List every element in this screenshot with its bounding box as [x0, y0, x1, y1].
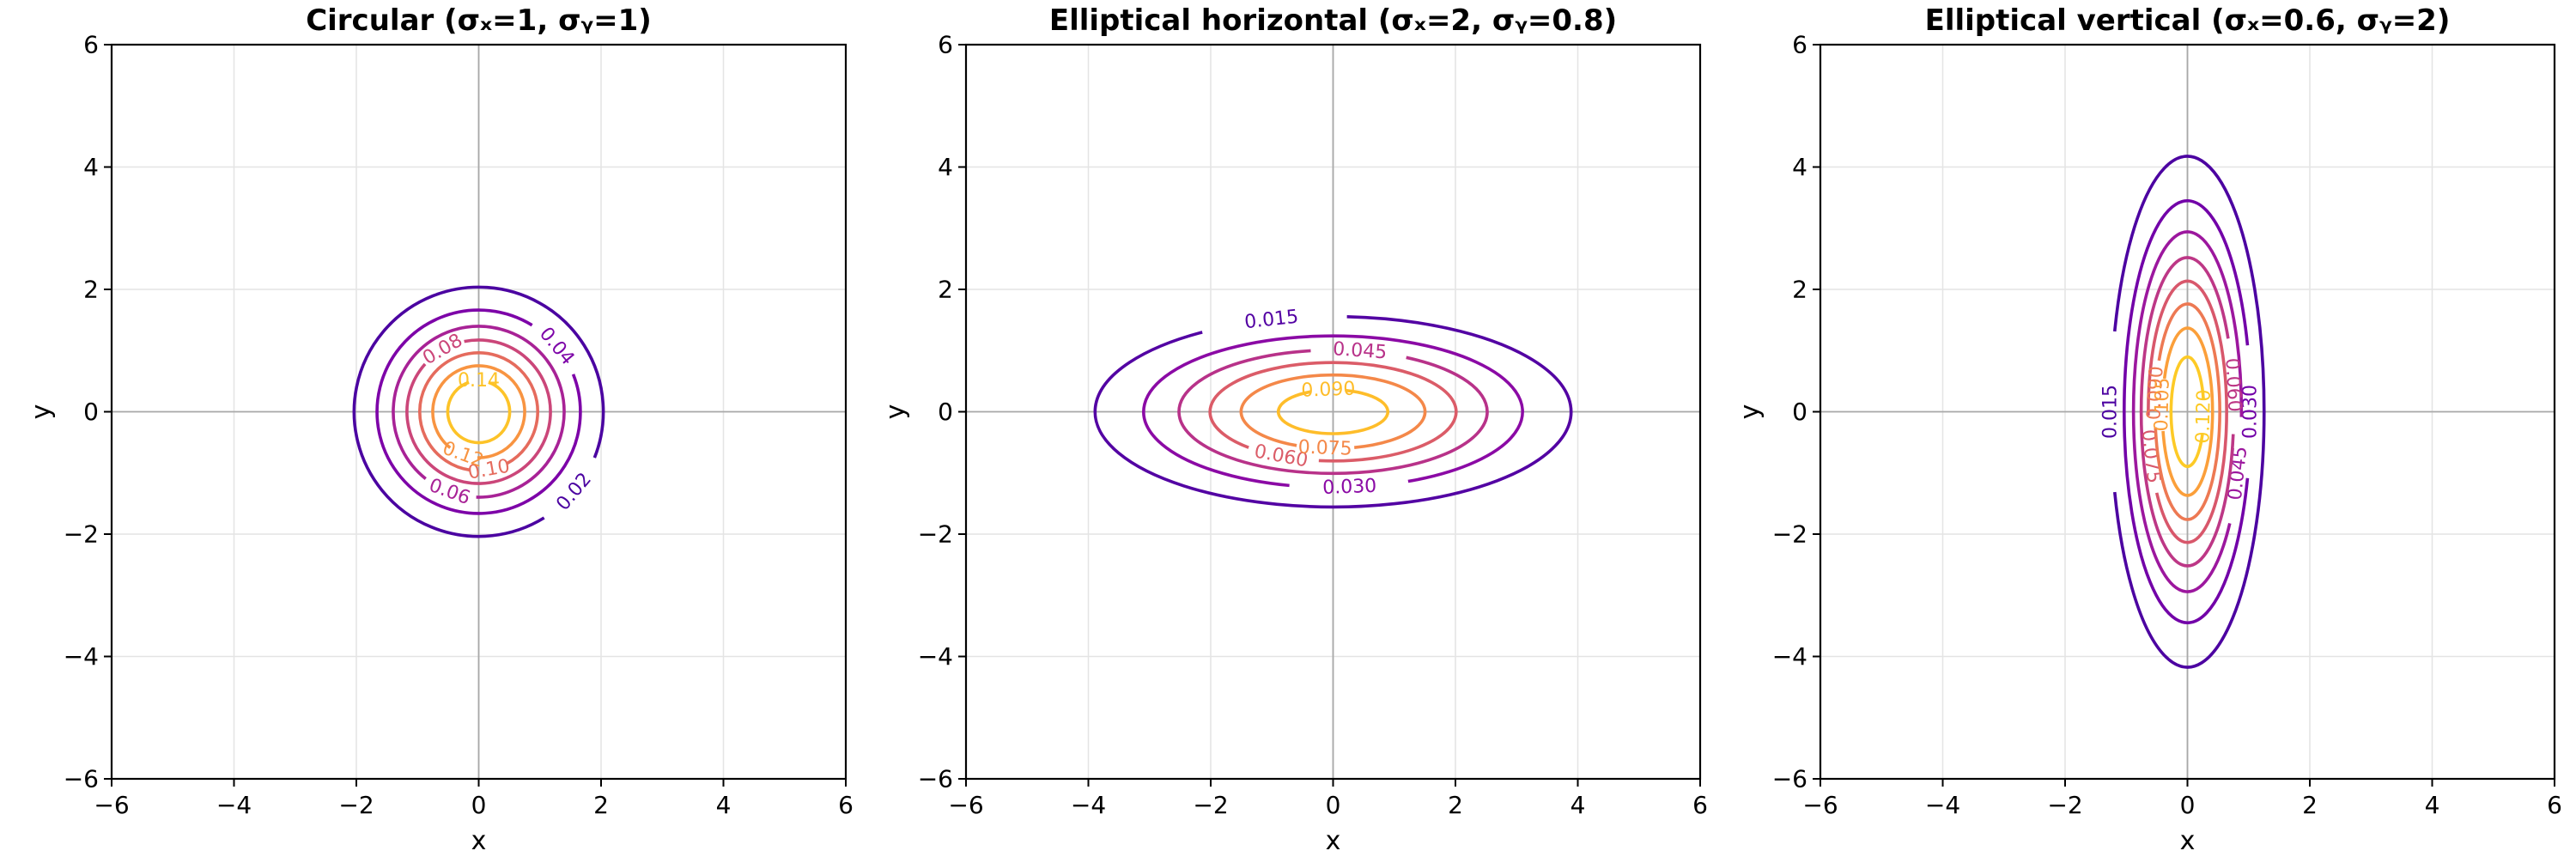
y-tick-label: −4	[918, 642, 953, 671]
y-tick-label: 6	[83, 31, 99, 59]
y-axis-label: y	[1735, 404, 1765, 420]
contour-level-label: 0.075	[1297, 437, 1352, 460]
x-tick-label: −4	[1071, 791, 1106, 819]
y-tick-label: −4	[64, 642, 99, 671]
contour-level-label: 0.015	[1243, 307, 1299, 334]
x-tick-label: −2	[338, 791, 374, 819]
contour-line	[431, 364, 526, 459]
y-tick-label: 0	[938, 398, 953, 426]
y-tick-label: −6	[1772, 765, 1807, 793]
contour-level-label: 0.045	[1332, 338, 1388, 363]
x-axis-label: x	[1326, 826, 1341, 856]
contour-line	[2131, 230, 2244, 593]
contour-line	[2161, 326, 2215, 497]
x-tick-label: 0	[471, 791, 487, 819]
y-tick-label: −6	[918, 765, 953, 793]
x-tick-label: −4	[1925, 791, 1960, 819]
contour-level-label: 0.090	[1301, 379, 1356, 402]
contour-line	[352, 285, 605, 538]
contour-level-label: 0.14	[458, 370, 500, 392]
x-tick-label: −6	[1802, 791, 1838, 819]
y-tick-label: 4	[83, 153, 99, 181]
y-axis-label: y	[881, 404, 911, 420]
y-tick-label: 6	[938, 31, 953, 59]
x-tick-label: 4	[1571, 791, 1586, 819]
x-tick-label: 2	[593, 791, 609, 819]
y-tick-label: −2	[1772, 520, 1807, 549]
contour-level-label: 0.015	[2100, 385, 2122, 439]
contour-line	[1276, 388, 1390, 435]
x-tick-label: 0	[2180, 791, 2196, 819]
contour-line	[1208, 361, 1458, 463]
chart-title: Elliptical horizontal (σₓ=2, σᵧ=0.8)	[1049, 3, 1617, 38]
contour-line	[392, 325, 566, 499]
x-tick-label: −2	[2047, 791, 2082, 819]
y-tick-label: 6	[1792, 31, 1807, 59]
x-tick-label: 4	[2425, 791, 2440, 819]
y-axis-label: y	[27, 404, 57, 420]
x-tick-label: 6	[1692, 791, 1708, 819]
contour-line	[418, 351, 539, 472]
y-tick-label: −6	[64, 765, 99, 793]
contour-line	[2154, 302, 2221, 521]
y-tick-label: 4	[938, 153, 953, 181]
x-tick-label: 0	[1326, 791, 1341, 819]
chart-title: Circular (σₓ=1, σᵧ=1)	[306, 3, 652, 38]
y-tick-label: −4	[1772, 642, 1807, 671]
contour-line	[1142, 334, 1524, 488]
contour-level-label: 0.120	[2192, 389, 2215, 444]
contour-level-label: 0.030	[2240, 385, 2262, 439]
contour-line	[405, 338, 552, 485]
x-tick-label: −6	[94, 791, 129, 819]
contour-level-label: 0.030	[1322, 476, 1377, 499]
x-axis-label: x	[471, 826, 487, 856]
contour-line	[2169, 355, 2205, 469]
contour-line	[2112, 155, 2266, 669]
y-tick-label: −2	[918, 520, 953, 549]
x-tick-label: 2	[2302, 791, 2318, 819]
contour-line	[446, 380, 512, 445]
y-tick-label: 2	[1792, 276, 1807, 304]
contour-line	[2123, 199, 2250, 624]
x-tick-label: −4	[216, 791, 252, 819]
y-tick-label: 2	[938, 276, 953, 304]
contour-line	[375, 308, 582, 515]
contour-line	[1093, 315, 1573, 509]
x-tick-label: 2	[1448, 791, 1463, 819]
y-tick-label: 0	[83, 398, 99, 426]
chart-title: Elliptical vertical (σₓ=0.6, σᵧ=2)	[1925, 3, 2451, 38]
chart-panel-1: 0.020.040.060.080.100.120.14−6 −4 −2 0 2 4 6−6…	[27, 3, 854, 856]
x-tick-label: 6	[2547, 791, 2562, 819]
contour-line	[1177, 349, 1489, 476]
y-tick-label: −2	[64, 520, 99, 549]
y-tick-label: 0	[1792, 398, 1807, 426]
x-axis-label: x	[2180, 826, 2196, 856]
x-tick-label: −2	[1193, 791, 1228, 819]
x-tick-label: −6	[948, 791, 983, 819]
contour-line	[2139, 256, 2235, 568]
y-tick-label: 2	[83, 276, 99, 304]
y-tick-label: 4	[1792, 153, 1807, 181]
x-tick-label: 4	[716, 791, 732, 819]
contour-line	[2147, 279, 2228, 544]
contour-line	[1239, 373, 1427, 449]
x-tick-label: 6	[838, 791, 854, 819]
